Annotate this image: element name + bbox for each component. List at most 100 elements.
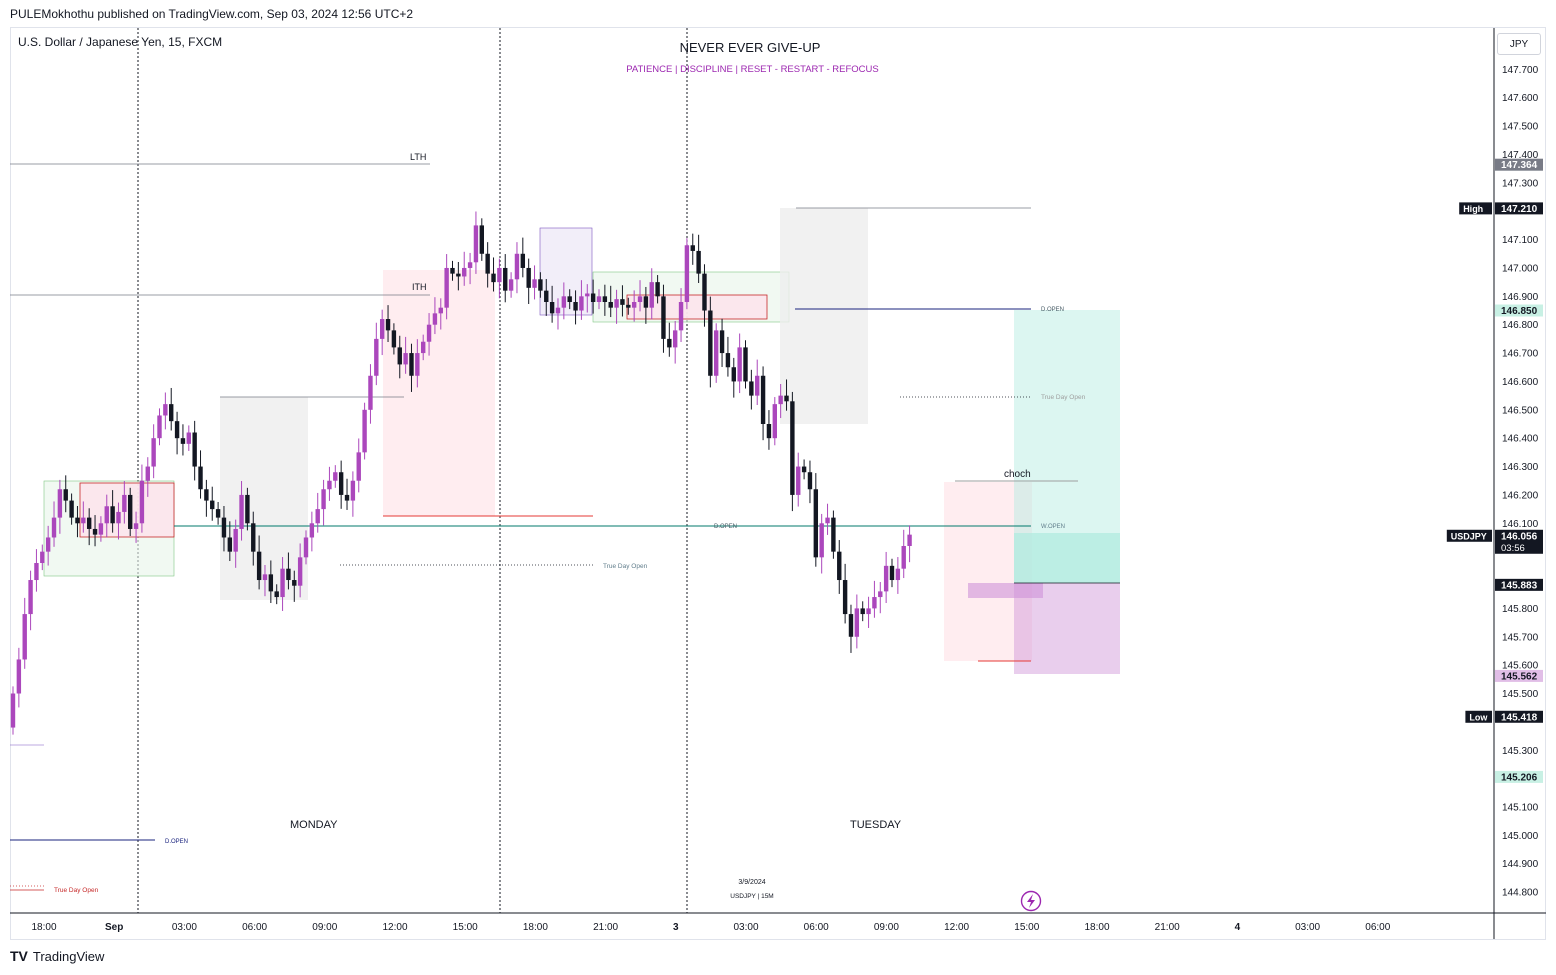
candle — [239, 481, 244, 541]
candle — [708, 296, 713, 388]
time-axis[interactable]: 18:00 Sep 03:00 06:00 09:00 12:00 15:00 18:00 21… — [31, 922, 1390, 933]
position-stop-zone — [1014, 583, 1120, 674]
tradingview-brand[interactable]: TV TradingView — [10, 948, 104, 964]
candle — [661, 284, 666, 353]
candle — [128, 487, 133, 537]
candle — [385, 305, 391, 343]
lightning-alert-icon[interactable] — [1020, 890, 1042, 912]
candle — [684, 238, 690, 310]
candle — [520, 237, 526, 278]
tradingview-logo-icon: TV — [10, 948, 28, 964]
price-tag: 146.850 — [1495, 304, 1543, 317]
candle — [362, 402, 367, 460]
candle — [573, 290, 578, 325]
time-tick-label: 09:00 — [312, 922, 337, 933]
d-open-label: D.OPEN — [1041, 307, 1064, 313]
candle — [731, 357, 736, 398]
candle — [901, 529, 906, 579]
symbol-title[interactable]: U.S. Dollar / Japanese Yen, 15, FXCM — [18, 35, 223, 49]
price-tag-value: 146.850 — [1501, 306, 1538, 317]
price-tick-label: 145.700 — [1502, 632, 1539, 643]
candle — [467, 252, 473, 285]
price-tick-label: 144.900 — [1502, 859, 1539, 870]
candle — [145, 457, 150, 497]
price-tick-label: 145.600 — [1502, 661, 1539, 672]
price-tag: 147.364 — [1495, 158, 1543, 171]
price-tick-label: 147.500 — [1502, 122, 1539, 133]
candle — [696, 234, 701, 283]
candle — [784, 379, 789, 411]
candle — [620, 285, 625, 317]
candle — [590, 279, 596, 314]
currency-button[interactable]: JPY — [1497, 33, 1541, 55]
price-tag-value: 145.883 — [1501, 580, 1538, 591]
candle — [714, 323, 719, 383]
candle — [133, 511, 139, 543]
price-tick-label: 147.700 — [1502, 65, 1539, 76]
candle — [210, 486, 215, 521]
time-tick-label: 18:00 — [523, 922, 548, 933]
candle — [596, 289, 602, 310]
candle — [163, 392, 168, 430]
price-tag-value: 147.210 — [1501, 204, 1538, 215]
candle — [831, 510, 836, 559]
candle — [51, 501, 57, 547]
candle — [538, 272, 543, 298]
time-tick-label: 03:00 — [172, 922, 197, 933]
price-tag: 145.562 — [1495, 669, 1543, 682]
candle — [725, 336, 731, 377]
candle — [491, 257, 496, 292]
candle — [854, 594, 860, 649]
candle — [760, 366, 766, 441]
candle — [837, 540, 842, 594]
candle — [45, 525, 51, 566]
candle — [374, 322, 379, 386]
time-tick-label: 21:00 — [593, 922, 618, 933]
candle — [421, 334, 426, 361]
price-tick-label: 147.300 — [1502, 178, 1539, 189]
candle — [737, 333, 742, 394]
candle — [749, 369, 754, 410]
candle — [690, 233, 695, 265]
candle — [555, 298, 561, 330]
time-tick-label: 15:00 — [453, 922, 478, 933]
candle — [356, 438, 361, 493]
true-day-open-label: True Day Open — [603, 563, 648, 570]
price-tick-label: 147.100 — [1502, 235, 1539, 246]
candle — [174, 411, 180, 455]
candle — [338, 460, 344, 509]
candle — [508, 272, 514, 298]
candle — [608, 285, 613, 318]
price-tick-label: 146.600 — [1502, 377, 1539, 388]
price-tick-label: 145.500 — [1502, 689, 1539, 700]
time-tick-label: 03:00 — [733, 922, 758, 933]
candle — [889, 558, 895, 588]
d-open-label: D.OPEN — [165, 839, 188, 845]
candle — [432, 297, 438, 335]
price-tag: 147.210 High — [1459, 202, 1543, 215]
candle — [514, 242, 520, 294]
candle — [139, 464, 145, 533]
price-axis[interactable]: 147.700 147.600 147.500 147.400 147.300 147.1… — [1502, 65, 1539, 899]
candle — [649, 268, 654, 320]
candle — [110, 490, 115, 533]
price-tick-label: 145.300 — [1502, 746, 1539, 757]
price-tick-label: 146.200 — [1502, 490, 1539, 501]
candle — [614, 289, 619, 324]
candle — [479, 218, 484, 261]
candle — [807, 460, 813, 504]
position-profit-fill — [1014, 533, 1120, 583]
candle — [655, 275, 660, 304]
candle — [98, 516, 104, 542]
candle — [28, 570, 33, 631]
candle — [907, 525, 912, 563]
candle — [456, 262, 461, 291]
candle — [198, 450, 203, 499]
candle — [292, 570, 297, 602]
motto-subtitle: PATIENCE | DISCIPLINE | RESET - RESTART … — [626, 64, 879, 75]
zone-box-grey — [220, 397, 308, 600]
candle — [315, 492, 320, 533]
candle — [22, 597, 27, 669]
time-tick-label: 15:00 — [1014, 922, 1039, 933]
